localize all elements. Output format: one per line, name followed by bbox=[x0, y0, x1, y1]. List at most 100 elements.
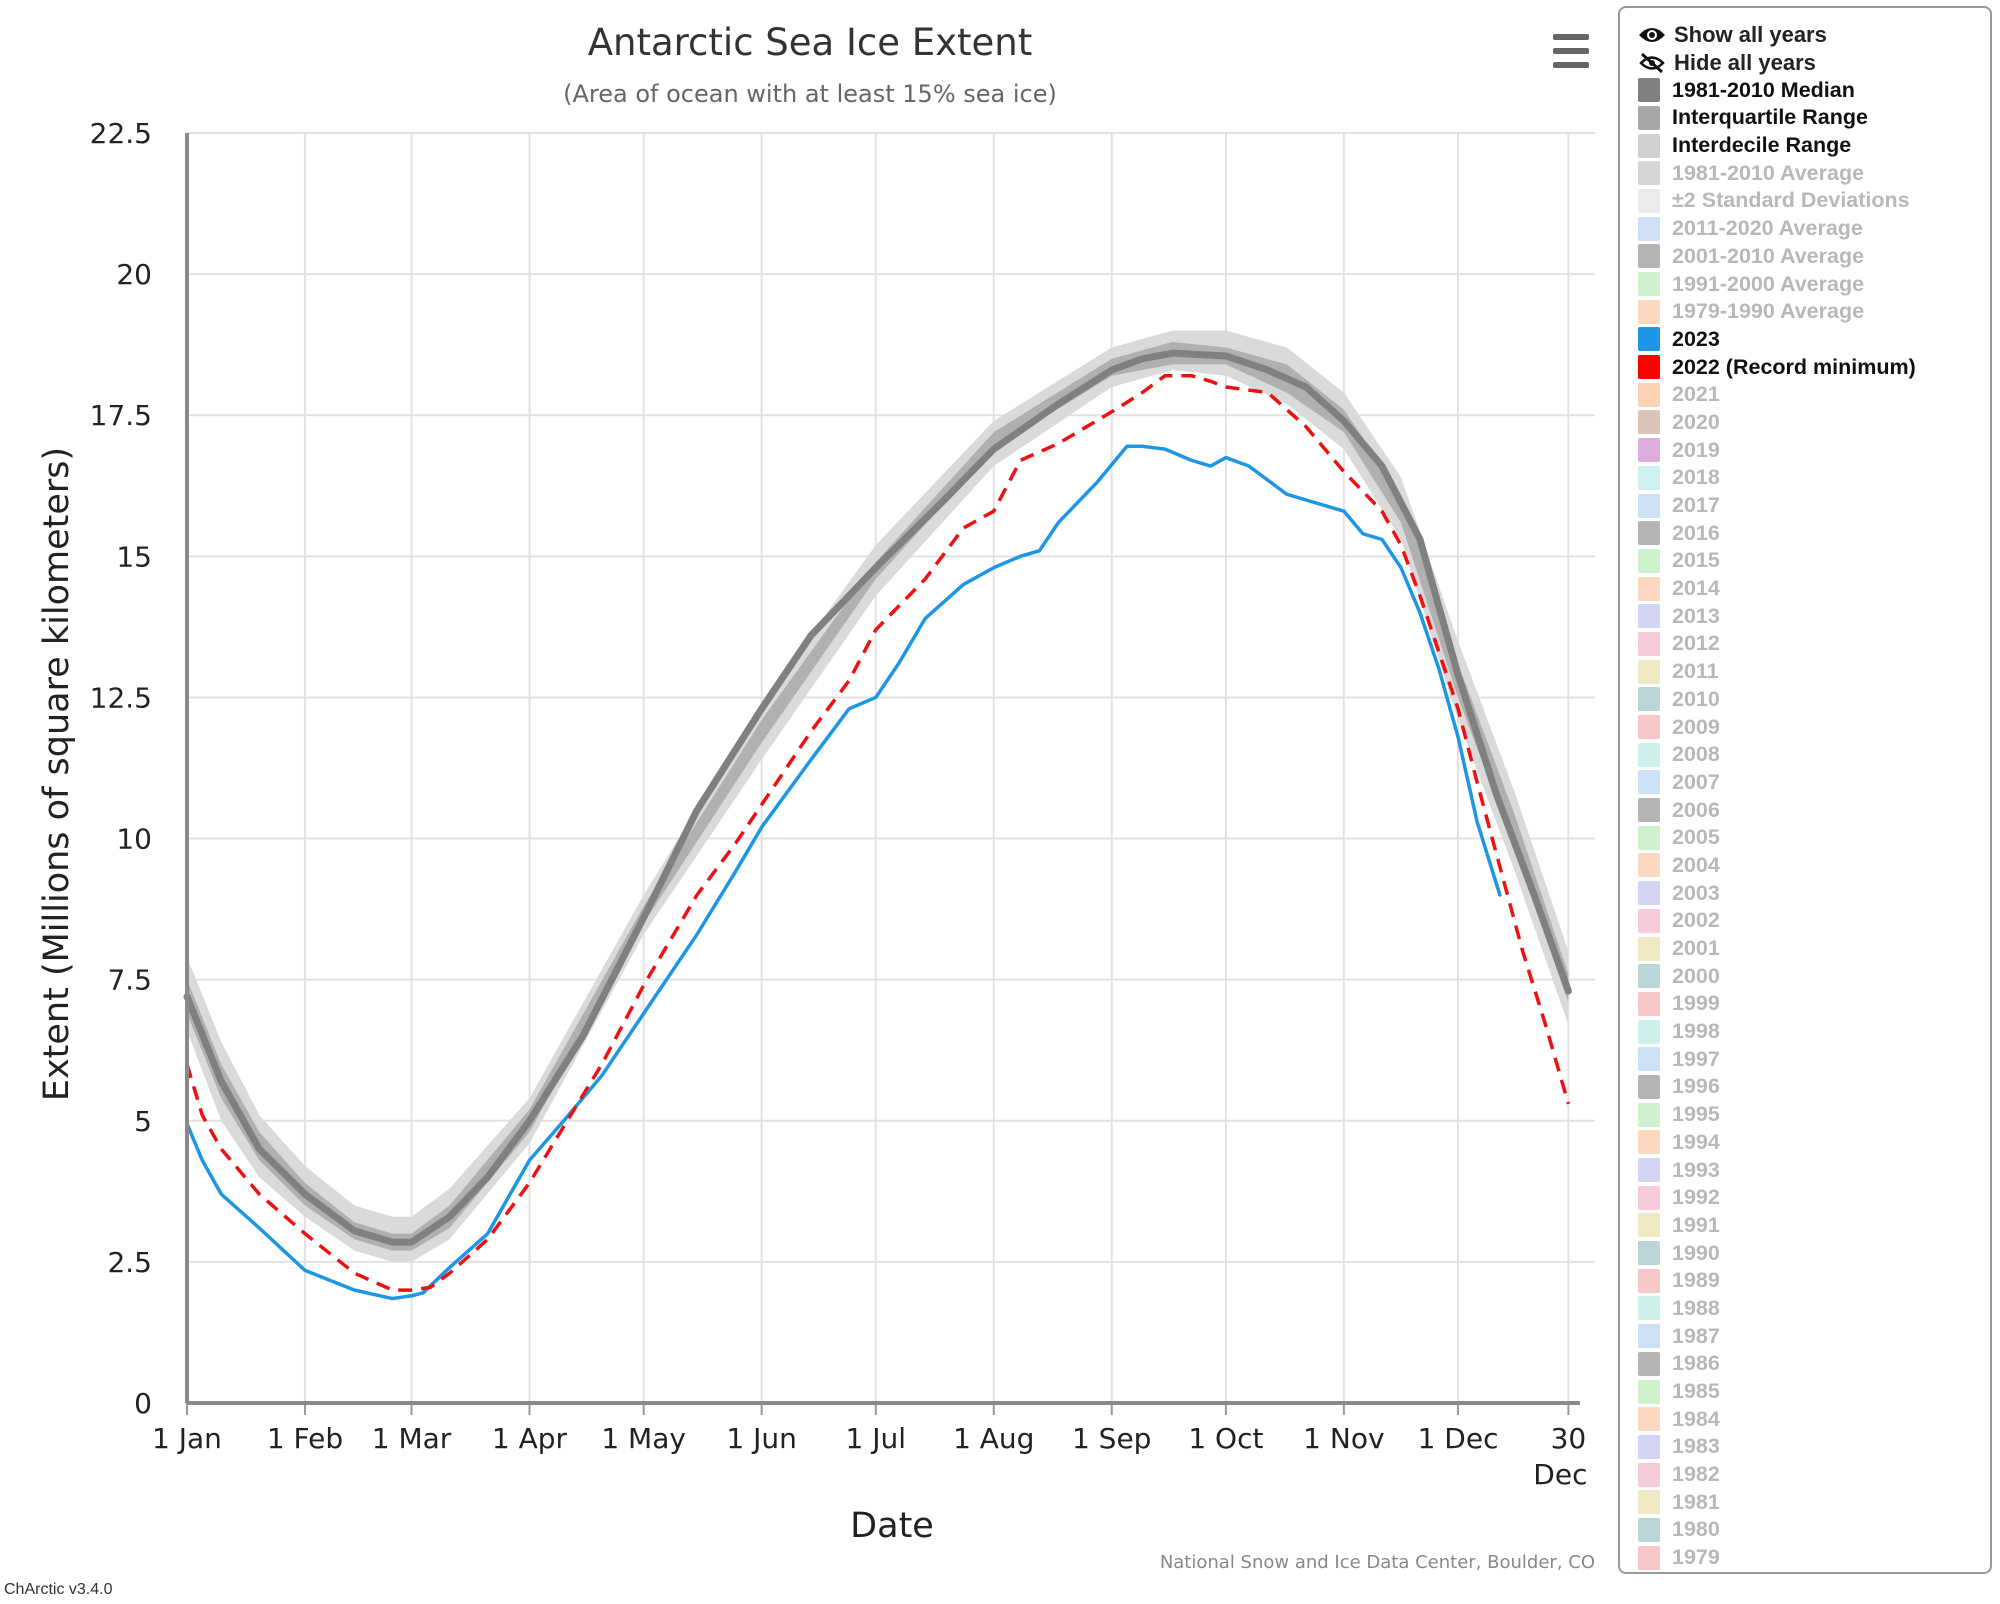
legend-label: 2018 bbox=[1672, 465, 1720, 490]
legend-item-2005[interactable]: 2005 bbox=[1638, 824, 1990, 852]
2023-line bbox=[185, 444, 1502, 1301]
legend-label: 1981-2010 Median bbox=[1672, 77, 1855, 102]
chart-menu-button[interactable] bbox=[1547, 30, 1595, 72]
y-tick-label: 2.5 bbox=[107, 1246, 152, 1279]
legend-item-2006[interactable]: 2006 bbox=[1638, 796, 1990, 824]
legend-label: 1979-1990 Average bbox=[1672, 299, 1865, 324]
legend-label: 1990 bbox=[1672, 1240, 1720, 1265]
legend-item-2011-2020-average[interactable]: 2011-2020 Average bbox=[1638, 215, 1990, 243]
legend-item-1982[interactable]: 1982 bbox=[1638, 1461, 1990, 1489]
legend-item-2022-record-minimum[interactable]: 2022 (Record minimum) bbox=[1638, 353, 1990, 381]
legend-item-2000[interactable]: 2000 bbox=[1638, 962, 1990, 990]
legend-swatch bbox=[1638, 1379, 1660, 1404]
legend-item-2003[interactable]: 2003 bbox=[1638, 879, 1990, 907]
legend-item-2001-2010-average[interactable]: 2001-2010 Average bbox=[1638, 243, 1990, 271]
legend-item-1986[interactable]: 1986 bbox=[1638, 1350, 1990, 1378]
legend-label: 1996 bbox=[1672, 1074, 1720, 1099]
chart-title: Antarctic Sea Ice Extent bbox=[588, 21, 1033, 64]
legend-label: 2009 bbox=[1672, 714, 1720, 739]
legend-item-1987[interactable]: 1987 bbox=[1638, 1322, 1990, 1350]
legend-swatch bbox=[1638, 908, 1660, 933]
legend-item-1993[interactable]: 1993 bbox=[1638, 1156, 1990, 1184]
legend-item-2020[interactable]: 2020 bbox=[1638, 409, 1990, 437]
legend-swatch bbox=[1638, 1019, 1660, 1044]
legend-label: 1987 bbox=[1672, 1323, 1720, 1348]
legend-item-2001[interactable]: 2001 bbox=[1638, 935, 1990, 963]
legend-item-1981-2010-average[interactable]: 1981-2010 Average bbox=[1638, 159, 1990, 187]
show-all-years-label: Show all years bbox=[1674, 21, 1827, 47]
show-all-years-button[interactable]: Show all years bbox=[1638, 21, 1990, 49]
legend-item-1984[interactable]: 1984 bbox=[1638, 1405, 1990, 1433]
y-tick-label: 12.5 bbox=[90, 681, 152, 714]
legend-swatch bbox=[1638, 631, 1660, 656]
legend-item-1981[interactable]: 1981 bbox=[1638, 1488, 1990, 1516]
legend-label: 1999 bbox=[1672, 991, 1720, 1016]
legend-item-2009[interactable]: 2009 bbox=[1638, 713, 1990, 741]
legend-item-2017[interactable]: 2017 bbox=[1638, 492, 1990, 520]
legend-swatch bbox=[1638, 216, 1660, 241]
legend-item-1979-1990-average[interactable]: 1979-1990 Average bbox=[1638, 298, 1990, 326]
legend-item-2013[interactable]: 2013 bbox=[1638, 602, 1990, 630]
legend-item-2008[interactable]: 2008 bbox=[1638, 741, 1990, 769]
legend-item-interdecile-range[interactable]: Interdecile Range bbox=[1638, 132, 1990, 160]
legend-swatch bbox=[1638, 1241, 1660, 1266]
legend-item-1997[interactable]: 1997 bbox=[1638, 1045, 1990, 1073]
grid bbox=[186, 132, 1595, 1403]
legend-swatch bbox=[1638, 465, 1660, 490]
legend-swatch bbox=[1638, 1434, 1660, 1459]
legend-item-2018[interactable]: 2018 bbox=[1638, 464, 1990, 492]
y-tick-label: 20 bbox=[116, 258, 152, 291]
legend-item-interquartile-range[interactable]: Interquartile Range bbox=[1638, 104, 1990, 132]
legend-item-1995[interactable]: 1995 bbox=[1638, 1101, 1990, 1129]
legend-item-2-standard-deviations[interactable]: ±2 Standard Deviations bbox=[1638, 187, 1990, 215]
interdecile-range-band bbox=[187, 330, 1569, 1262]
legend-swatch bbox=[1638, 438, 1660, 463]
legend-item-1981-2010-median[interactable]: 1981-2010 Median bbox=[1638, 76, 1990, 104]
legend-label: Interdecile Range bbox=[1672, 133, 1852, 158]
legend-label: 1982 bbox=[1672, 1462, 1720, 1487]
legend-item-2002[interactable]: 2002 bbox=[1638, 907, 1990, 935]
legend-item-2010[interactable]: 2010 bbox=[1638, 686, 1990, 714]
y-tick-label: 17.5 bbox=[90, 399, 152, 432]
legend-item-1979[interactable]: 1979 bbox=[1638, 1544, 1990, 1572]
legend-label: 1981-2010 Average bbox=[1672, 160, 1865, 185]
hide-all-years-button[interactable]: Hide all years bbox=[1638, 49, 1990, 77]
legend-swatch bbox=[1638, 1268, 1660, 1293]
legend-label: ±2 Standard Deviations bbox=[1672, 188, 1910, 213]
legend-swatch bbox=[1638, 521, 1660, 546]
legend-swatch bbox=[1638, 1047, 1660, 1072]
legend-item-1998[interactable]: 1998 bbox=[1638, 1018, 1990, 1046]
legend-item-1980[interactable]: 1980 bbox=[1638, 1516, 1990, 1544]
legend-item-1999[interactable]: 1999 bbox=[1638, 990, 1990, 1018]
legend-item-1989[interactable]: 1989 bbox=[1638, 1267, 1990, 1295]
legend-label: 2008 bbox=[1672, 742, 1720, 767]
legend-item-2015[interactable]: 2015 bbox=[1638, 547, 1990, 575]
legend-item-2019[interactable]: 2019 bbox=[1638, 436, 1990, 464]
legend-label: 1979 bbox=[1672, 1545, 1720, 1570]
legend-item-2023[interactable]: 2023 bbox=[1638, 326, 1990, 354]
legend-item-1983[interactable]: 1983 bbox=[1638, 1433, 1990, 1461]
legend-item-1996[interactable]: 1996 bbox=[1638, 1073, 1990, 1101]
legend-item-1994[interactable]: 1994 bbox=[1638, 1129, 1990, 1157]
x-tick-label: 1 Aug bbox=[953, 1422, 1034, 1455]
range-bands bbox=[187, 330, 1569, 1262]
legend-item-1992[interactable]: 1992 bbox=[1638, 1184, 1990, 1212]
legend-item-2014[interactable]: 2014 bbox=[1638, 575, 1990, 603]
legend-item-1990[interactable]: 1990 bbox=[1638, 1239, 1990, 1267]
legend-swatch bbox=[1638, 410, 1660, 435]
legend-item-1991-2000-average[interactable]: 1991-2000 Average bbox=[1638, 270, 1990, 298]
legend-item-2016[interactable]: 2016 bbox=[1638, 519, 1990, 547]
legend-item-1988[interactable]: 1988 bbox=[1638, 1295, 1990, 1323]
legend-swatch bbox=[1638, 272, 1660, 297]
legend-label: 1984 bbox=[1672, 1406, 1720, 1431]
legend-item-2011[interactable]: 2011 bbox=[1638, 658, 1990, 686]
legend-swatch bbox=[1638, 742, 1660, 767]
legend-swatch bbox=[1638, 1102, 1660, 1127]
legend-item-1985[interactable]: 1985 bbox=[1638, 1378, 1990, 1406]
legend-item-2007[interactable]: 2007 bbox=[1638, 769, 1990, 797]
legend-item-2012[interactable]: 2012 bbox=[1638, 630, 1990, 658]
legend-item-1991[interactable]: 1991 bbox=[1638, 1212, 1990, 1240]
hide-all-years-label: Hide all years bbox=[1674, 49, 1816, 75]
legend-item-2004[interactable]: 2004 bbox=[1638, 852, 1990, 880]
legend-item-2021[interactable]: 2021 bbox=[1638, 381, 1990, 409]
